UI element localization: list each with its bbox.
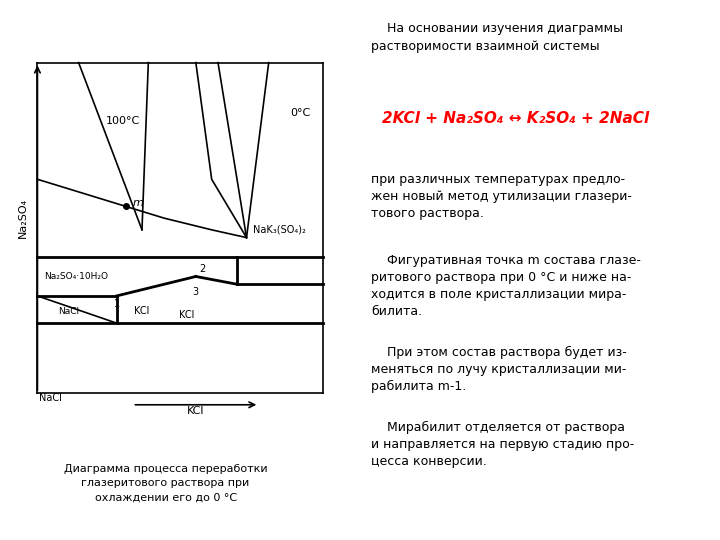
- Text: при различных температурах предло-
жен новый метод утилизации глазери-
тового ра: при различных температурах предло- жен н…: [372, 173, 632, 220]
- Text: 0°C: 0°C: [290, 108, 310, 118]
- Text: Фигуративная точка m состава глазе-
ритового раствора при 0 °С и ниже на-
ходитс: Фигуративная точка m состава глазе- рито…: [372, 254, 641, 318]
- Text: На основании изучения диаграммы
растворимости взаимной системы: На основании изучения диаграммы раствори…: [372, 22, 624, 52]
- Text: Диаграмма процесса переработки
глазеритового раствора при
охлаждении его до 0 °С: Диаграмма процесса переработки глазерито…: [64, 464, 267, 502]
- Text: 2KCl + Na₂SO₄ ↔ K₂SO₄ + 2NaCl: 2KCl + Na₂SO₄ ↔ K₂SO₄ + 2NaCl: [382, 111, 649, 126]
- Text: 2: 2: [199, 264, 205, 274]
- Text: Мирабилит отделяется от раствора
и направляется на первую стадию про-
цесса конв: Мирабилит отделяется от раствора и напра…: [372, 421, 634, 468]
- Text: NaK₃(SO₄)₂: NaK₃(SO₄)₂: [253, 225, 306, 235]
- Text: KCl: KCl: [135, 307, 150, 316]
- Text: KCl: KCl: [179, 310, 194, 320]
- Text: Na₂SO₄: Na₂SO₄: [18, 198, 28, 238]
- Text: 3: 3: [193, 287, 199, 297]
- Text: Na₂SO₄·10H₂O: Na₂SO₄·10H₂O: [44, 272, 108, 281]
- Text: 1: 1: [114, 299, 120, 309]
- Text: NaCl: NaCl: [39, 393, 62, 403]
- Text: При этом состав раствора будет из-
меняться по лучу кристаллизации ми-
рабилита : При этом состав раствора будет из- менят…: [372, 346, 627, 393]
- Text: KCl: KCl: [187, 407, 204, 416]
- Text: m: m: [132, 198, 143, 207]
- Text: NaCl: NaCl: [58, 307, 80, 316]
- Text: 100°C: 100°C: [106, 116, 140, 126]
